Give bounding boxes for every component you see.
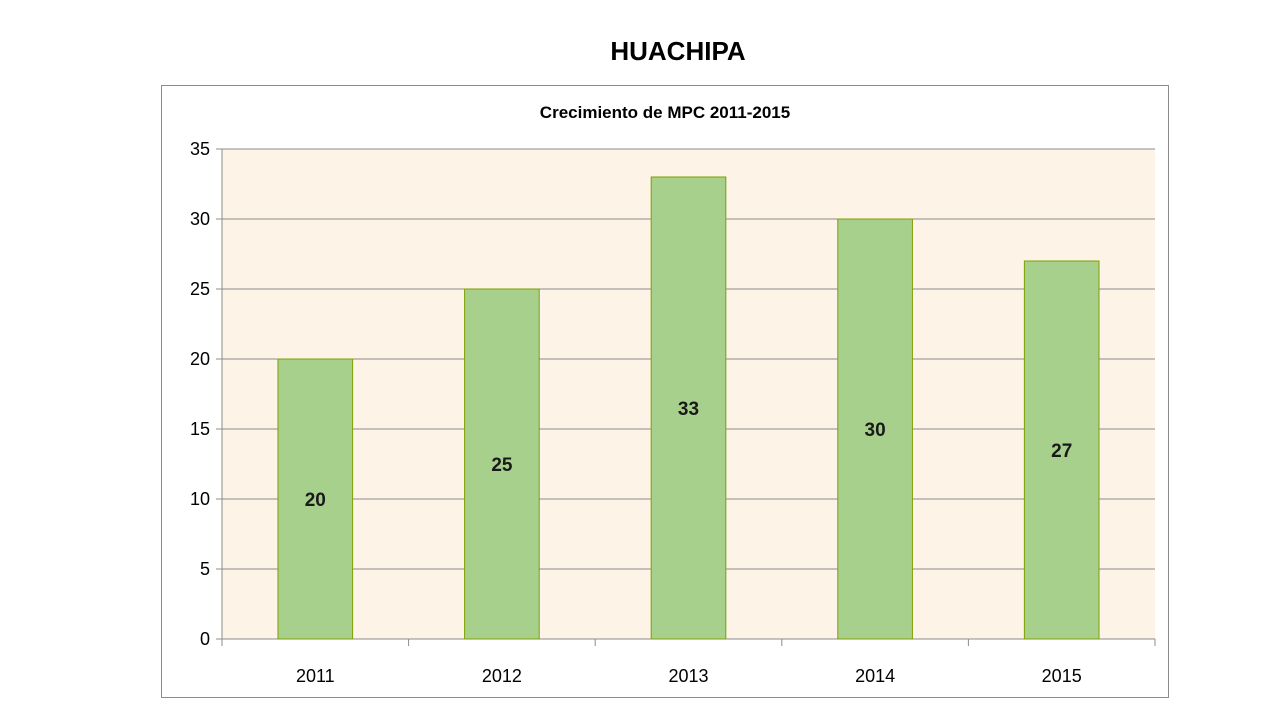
- bar-2013: [650, 176, 727, 640]
- x-tick-label-2014: 2014: [855, 666, 895, 686]
- data-label-2012: 25: [491, 455, 513, 476]
- x-tick-label-2013: 2013: [668, 666, 708, 686]
- y-tick-label: 30: [190, 209, 210, 229]
- data-label-2013: 33: [678, 399, 699, 420]
- chart-title: Crecimiento de MPC 2011-2015: [540, 103, 790, 122]
- x-tick-label-2011: 2011: [296, 666, 335, 686]
- data-label-2015: 27: [1051, 441, 1072, 462]
- y-tick-label: 15: [190, 419, 210, 439]
- data-label-2011: 20: [305, 490, 326, 511]
- x-tick-label-2012: 2012: [482, 666, 522, 686]
- x-tick-label-2015: 2015: [1042, 666, 1082, 686]
- slide-title: HUACHIPA: [610, 36, 746, 66]
- bar-2014: [837, 218, 913, 640]
- y-tick-label: 35: [190, 139, 210, 159]
- y-tick-label: 10: [190, 489, 210, 509]
- data-label-2014: 30: [865, 420, 886, 441]
- bar-2015: [1023, 260, 1100, 640]
- y-tick-label: 25: [190, 279, 210, 299]
- bar-2012: [464, 288, 540, 640]
- y-tick-label: 5: [200, 559, 210, 579]
- y-tick-label: 0: [200, 629, 210, 649]
- bar-2011: [277, 358, 354, 640]
- y-tick-label: 20: [190, 349, 210, 369]
